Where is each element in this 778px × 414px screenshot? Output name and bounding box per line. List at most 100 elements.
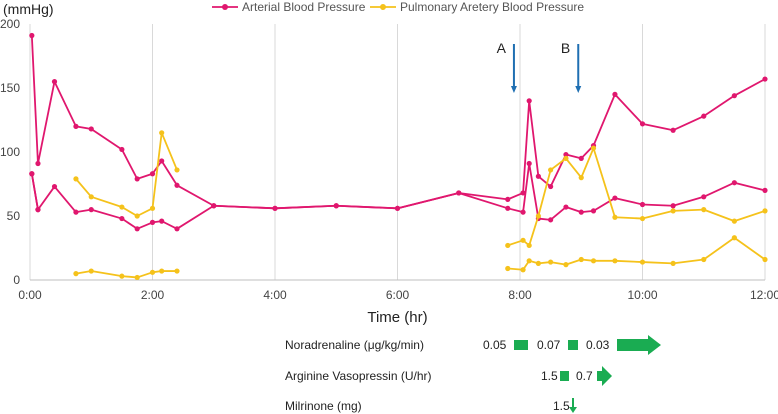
data-point: [762, 208, 768, 214]
legend-label: Arterial Blood Pressure: [242, 0, 366, 14]
data-point: [535, 213, 541, 219]
data-point: [394, 205, 401, 211]
data-point: [134, 213, 140, 219]
data-point: [149, 205, 156, 211]
series-line: [75, 131, 178, 217]
data-point: [563, 204, 569, 210]
medication-bar: [560, 371, 569, 381]
data-point: [639, 201, 646, 208]
data-point: [35, 160, 41, 167]
x-tick-label: 12:00: [750, 288, 778, 302]
data-point: [520, 190, 526, 196]
data-point: [73, 271, 79, 277]
data-point: [563, 262, 569, 268]
data-point: [88, 207, 94, 213]
data-point: [670, 208, 676, 214]
data-point: [505, 265, 511, 272]
data-point: [548, 167, 554, 173]
data-point: [548, 183, 554, 190]
data-point: [88, 268, 94, 274]
data-point: [590, 145, 597, 151]
data-point: [639, 215, 646, 222]
data-point: [731, 93, 737, 99]
data-point: [731, 218, 737, 224]
data-point: [762, 76, 768, 82]
medication-dose: 0.07: [537, 338, 561, 352]
x-tick-label: 8:00: [508, 288, 532, 302]
y-tick-label: 150: [0, 81, 20, 95]
y-tick-label: 200: [0, 17, 20, 31]
data-point: [762, 256, 768, 263]
data-point: [159, 130, 165, 136]
data-point: [149, 171, 156, 177]
data-point: [73, 209, 79, 215]
medication-arrow: [617, 335, 661, 355]
data-point: [590, 208, 597, 214]
data-point: [670, 203, 676, 209]
data-point: [670, 127, 676, 133]
data-point: [456, 190, 462, 196]
annotation-arrow-head: [575, 86, 582, 93]
data-point: [29, 32, 35, 39]
x-tick-label: 2:00: [141, 288, 165, 302]
data-point: [520, 209, 526, 215]
series-line: [30, 162, 766, 230]
data-point: [612, 195, 618, 201]
legend-label: Pulmonary Aretery Blood Pressure: [400, 0, 584, 14]
medication-label: Arginine Vasopressin (U/hr): [285, 369, 432, 383]
data-point: [505, 242, 511, 249]
data-point: [119, 204, 125, 210]
data-point: [535, 260, 541, 266]
data-point: [134, 176, 140, 182]
annotation-arrow-head: [510, 86, 517, 93]
data-point: [88, 194, 94, 200]
medication-dose: 0.05: [483, 338, 507, 352]
data-point: [526, 242, 532, 249]
data-point: [548, 259, 554, 265]
series-line: [507, 147, 766, 247]
data-point: [119, 146, 125, 153]
medication-dose: 0.7: [576, 369, 593, 383]
data-point: [639, 259, 646, 265]
data-point: [149, 219, 156, 225]
data-point: [701, 256, 707, 263]
data-point: [88, 126, 94, 132]
data-point: [612, 258, 618, 264]
medication-bar: [514, 340, 528, 350]
data-point: [174, 182, 180, 188]
data-point: [526, 160, 532, 167]
data-point: [590, 258, 597, 264]
data-point: [174, 226, 180, 232]
data-point: [159, 218, 165, 224]
x-tick-label: 4:00: [263, 288, 287, 302]
data-point: [119, 273, 125, 279]
data-point: [731, 235, 737, 241]
data-point: [520, 237, 526, 243]
data-point: [670, 260, 676, 266]
x-tick-label: 0:00: [18, 288, 42, 302]
data-point: [51, 79, 58, 85]
medication-dose: 0.03: [586, 338, 610, 352]
data-point: [639, 121, 646, 127]
data-point: [578, 256, 584, 263]
data-point: [731, 180, 737, 186]
data-point: [134, 226, 140, 232]
data-point: [174, 167, 180, 173]
data-point: [119, 215, 125, 222]
data-point: [762, 187, 768, 193]
data-point: [174, 268, 180, 274]
y-tick-label: 50: [7, 209, 21, 223]
x-axis-title: Time (hr): [367, 309, 427, 326]
data-point: [701, 194, 707, 200]
x-tick-label: 6:00: [386, 288, 410, 302]
y-tick-label: 100: [0, 145, 20, 159]
data-point: [505, 205, 511, 211]
data-point: [333, 203, 339, 209]
medication-arrow-head: [569, 407, 577, 413]
data-point: [535, 173, 541, 179]
data-point: [578, 209, 584, 215]
medication-dose: 1.5: [553, 399, 570, 413]
x-tick-label: 10:00: [627, 288, 657, 302]
series-line: [507, 236, 766, 271]
